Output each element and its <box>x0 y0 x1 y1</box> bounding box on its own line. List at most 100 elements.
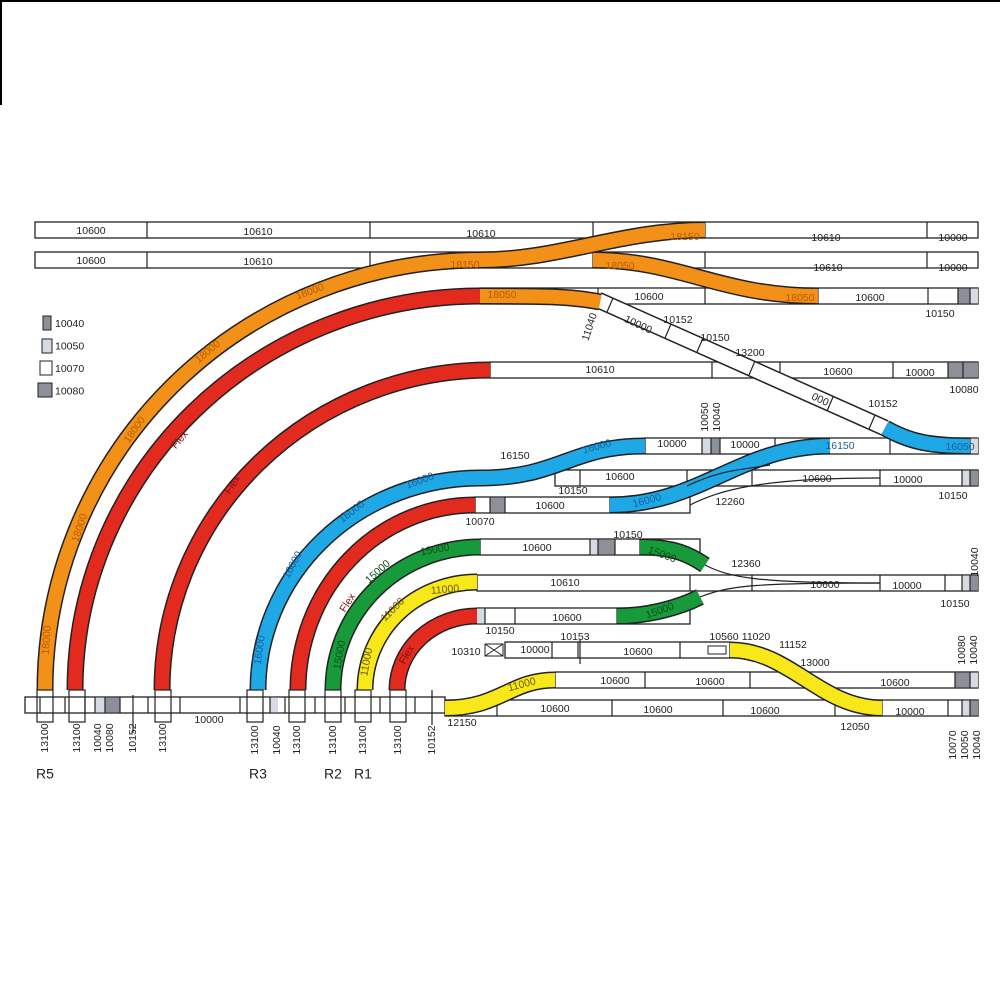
green-turnout-lower <box>616 590 704 623</box>
part-label: 13100 <box>157 723 169 752</box>
legend-swatch-10080 <box>37 382 53 398</box>
part-label: R1 <box>354 766 372 782</box>
part-label: 10080 <box>949 384 978 396</box>
legend-label: 10070 <box>55 363 84 375</box>
part-label: 10000 <box>893 474 922 486</box>
part-label: 11000 <box>358 647 375 677</box>
crossing-line <box>689 477 881 506</box>
track-13100-box <box>246 689 264 723</box>
part-label: 13100 <box>249 725 261 754</box>
part-label: 10150 <box>700 332 729 344</box>
part-label: 13100 <box>39 723 51 752</box>
crossing-line <box>686 464 771 487</box>
part-label: 10600 <box>643 704 672 716</box>
track-13100-box <box>68 689 86 723</box>
track-joint <box>664 323 672 339</box>
part-label: 11000 <box>430 583 460 597</box>
part-label: 18000 <box>40 625 54 655</box>
track-joint <box>868 414 876 430</box>
part-label: 10000 <box>730 439 759 451</box>
part-label: 10600 <box>855 292 884 304</box>
red-flex-curve-3 <box>291 498 476 691</box>
track-piece-fill <box>105 697 120 713</box>
track-piece-fill <box>962 700 970 716</box>
legend-swatch-10040 <box>42 315 52 331</box>
part-label: 13000 <box>800 657 829 669</box>
part-label: 10610 <box>243 226 272 238</box>
uncoupler-icon <box>707 645 727 655</box>
track-piece-fill <box>948 362 963 378</box>
track-piece-fill <box>477 608 485 624</box>
green-turnout-upper <box>639 540 709 571</box>
part-label: 10152 <box>426 725 438 754</box>
track-13100-box <box>288 689 306 723</box>
part-label: 18050 <box>605 260 634 272</box>
part-label: 10600 <box>802 473 831 485</box>
green-curve-15000 <box>326 540 481 691</box>
part-label: 13100 <box>392 725 404 754</box>
part-label: 16150 <box>500 450 529 462</box>
track-piece-fill <box>970 672 978 688</box>
curved-tracks <box>36 221 971 717</box>
part-label: 13100 <box>357 725 369 754</box>
track-piece-fill <box>962 470 970 486</box>
buffer-stop-cross <box>484 643 504 657</box>
part-label: 10600 <box>750 705 779 717</box>
track-13100-box <box>324 689 342 723</box>
orange-turnout-18050 <box>592 253 819 303</box>
track-piece-fill <box>711 438 720 454</box>
track-row <box>34 221 979 239</box>
red-flex-curve-4 <box>390 609 478 691</box>
part-label: 10600 <box>600 675 629 687</box>
part-label: 10000 <box>938 232 967 244</box>
track-piece-fill <box>970 575 978 591</box>
part-label: 10040 <box>968 635 980 664</box>
part-label: 10040 <box>711 402 723 431</box>
track-13100-box <box>354 689 372 723</box>
track-piece-fill <box>970 438 978 454</box>
part-label: 16000 <box>252 635 268 666</box>
track-joint <box>606 297 614 313</box>
part-label: 10153 <box>560 631 589 643</box>
part-label: 12150 <box>447 717 476 729</box>
part-label: 10610 <box>585 364 614 376</box>
part-label: 13100 <box>327 725 339 754</box>
part-label: 10610 <box>243 256 272 268</box>
part-label: 10000 <box>938 262 967 274</box>
part-label: 10600 <box>605 471 634 483</box>
part-label: 12050 <box>840 721 869 733</box>
part-label: 18050 <box>785 292 814 304</box>
track-13100-box <box>154 689 172 723</box>
part-label: 18050 <box>487 289 516 301</box>
red-flex-curve-1 <box>68 289 481 691</box>
yellow-curve-11000 <box>358 575 478 691</box>
part-label: 10150 <box>613 529 642 541</box>
part-label: 10070 <box>947 730 959 759</box>
track-piece-fill <box>590 539 598 555</box>
track-13100-box <box>389 689 407 723</box>
part-label: 10600 <box>695 676 724 688</box>
part-label: 16050 <box>945 441 974 453</box>
part-label: 18150 <box>450 259 479 271</box>
part-label: 13200 <box>735 347 764 359</box>
legend-swatch-10070 <box>39 360 53 376</box>
part-label: 10080 <box>956 635 968 664</box>
part-label: 16150 <box>825 440 854 452</box>
part-label: 15000 <box>331 639 348 670</box>
part-label: 10080 <box>104 723 116 752</box>
part-label: 10600 <box>634 291 663 303</box>
legend-label: 10040 <box>55 318 84 330</box>
track-row <box>24 696 446 714</box>
part-label: 10150 <box>558 485 587 497</box>
track-piece-fill <box>270 697 278 713</box>
part-label: 10152 <box>127 723 139 752</box>
part-label: 11152 <box>779 639 807 651</box>
blue-turnout-16150 <box>609 439 831 512</box>
part-label: 10000 <box>905 367 934 379</box>
legend-label: 10080 <box>55 386 84 398</box>
part-label: 10152 <box>663 314 692 326</box>
part-label: 10600 <box>810 579 839 591</box>
part-label: 10610 <box>813 262 842 274</box>
part-label: 10600 <box>623 646 652 658</box>
